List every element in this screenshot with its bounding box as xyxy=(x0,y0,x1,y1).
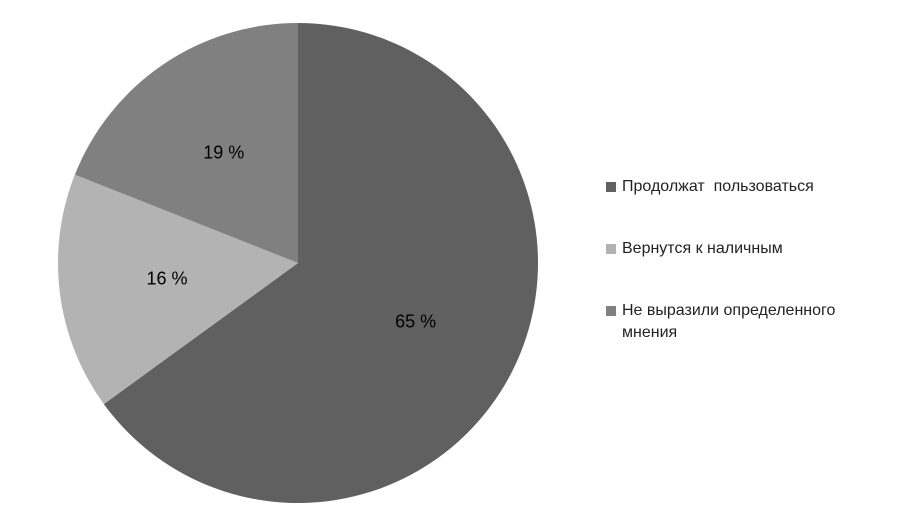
slice-label: 19 % xyxy=(203,143,244,163)
legend-swatch xyxy=(606,244,616,254)
pie-slice xyxy=(103,23,538,503)
legend-label: Вернутся к наличным xyxy=(622,240,783,257)
legend-item: Продолжат пользоваться xyxy=(606,176,891,198)
slice-label: 16 % xyxy=(147,268,188,288)
legend-label: Продолжат пользоваться xyxy=(622,178,814,195)
pie-slice xyxy=(74,22,299,263)
slice-label: 65 % xyxy=(395,312,436,332)
legend-item: Вернутся к наличным xyxy=(606,238,891,260)
legend-item: Не выразили определенного мнения xyxy=(606,300,891,344)
pie-slice xyxy=(57,174,299,405)
legend-swatch xyxy=(606,306,616,316)
legend: Продолжат пользоваться Вернутся к наличны… xyxy=(606,176,891,384)
legend-label: Не выразили определенного мнения xyxy=(622,302,840,341)
legend-swatch xyxy=(606,182,616,192)
